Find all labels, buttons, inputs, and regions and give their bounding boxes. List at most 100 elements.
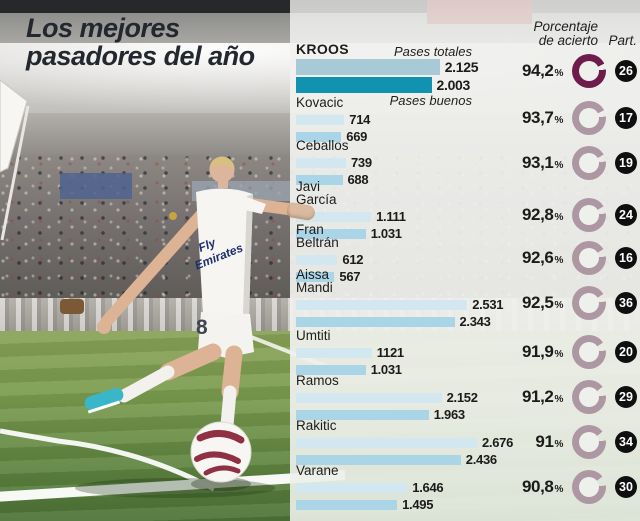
- jersey-sponsor-line1: Fly: [196, 235, 219, 255]
- player-row: Javi García 1.111 1.031: [296, 180, 560, 243]
- accuracy-donut-icon: [572, 241, 606, 275]
- player-name: Ramos: [296, 373, 339, 388]
- player-jersey: [196, 188, 253, 319]
- matches-played-badge: 24: [615, 204, 637, 226]
- accuracy-donut-icon: [572, 101, 606, 135]
- shorts-number: 8: [196, 316, 208, 339]
- boot-sole: [87, 400, 121, 414]
- ball-pattern: [203, 465, 241, 476]
- bar-pases-totales: [296, 347, 372, 358]
- bar-pases-buenos: [296, 174, 343, 185]
- bar-pases-buenos: [296, 409, 429, 420]
- bar-value: 2.152: [446, 390, 478, 405]
- player-name: Kovacic: [296, 95, 344, 110]
- player-row: Umtiti 1121 1.031: [296, 329, 560, 379]
- bar-pases-totales: [296, 392, 442, 403]
- accuracy-donut-icon: [572, 470, 606, 504]
- player-row: Ramos 2.152 1.963: [296, 374, 560, 424]
- matches-played-badge: 34: [615, 431, 637, 453]
- player-name: Varane: [296, 463, 339, 478]
- accuracy-value: 91%: [535, 432, 563, 451]
- bar-pases-totales: [296, 59, 440, 75]
- player-shadow: [75, 478, 275, 498]
- player-row: KROOS 2.125 2.003: [296, 42, 560, 95]
- goal-line: [0, 470, 346, 502]
- matches-played-badge: 20: [615, 341, 637, 363]
- ball-pattern: [196, 430, 245, 444]
- player-boot-left: [84, 387, 124, 411]
- bar-value: 739: [351, 155, 372, 170]
- accuracy-value: 94,2%: [522, 61, 563, 80]
- player-name: Ceballos: [296, 138, 349, 153]
- bar-value: 1.963: [433, 407, 465, 422]
- bar-pases-totales: [296, 114, 345, 125]
- player-name: Rakitic: [296, 418, 337, 433]
- player-hair: [209, 156, 235, 169]
- bar-value: 1.031: [370, 226, 402, 241]
- bar-pases-buenos: [296, 131, 342, 142]
- accuracy-donut-icon: [572, 146, 606, 180]
- bar-value: 2.676: [482, 435, 514, 450]
- legend-pases-totales: Pases totales: [393, 44, 472, 59]
- accuracy-value: 90,8%: [522, 477, 563, 496]
- bar-value: 1.646: [412, 480, 444, 495]
- bar-pases-totales: [296, 299, 468, 310]
- bar-value: 2.531: [472, 297, 504, 312]
- player-row: Fran Beltrán 612 567: [296, 223, 560, 286]
- accuracy-value: 92,5%: [522, 293, 563, 312]
- bar-value: 1.031: [370, 362, 402, 377]
- accuracy-donut-icon: [572, 198, 606, 232]
- accuracy-donut-icon: [572, 54, 606, 88]
- camera-bag: [60, 299, 84, 314]
- bar-pases-totales: [296, 437, 477, 448]
- jersey-sleeve: [236, 194, 266, 214]
- bar-pases-buenos: [296, 499, 398, 510]
- bar-pases-totales: [296, 157, 346, 168]
- bar-value: 612: [342, 252, 364, 267]
- bar-pases-buenos: [296, 228, 366, 239]
- bar-pases-buenos: [296, 316, 455, 327]
- page-title-line1: Los mejores: [26, 13, 180, 43]
- matches-played-badge: 16: [615, 247, 637, 269]
- accuracy-value: 92,8%: [522, 205, 563, 224]
- bar-pases-buenos: [296, 454, 461, 465]
- player-arm-left: [100, 208, 208, 328]
- player-row: Rakitic 2.676 2.436: [296, 419, 560, 469]
- accuracy-donut-icon: [572, 286, 606, 320]
- matches-played-badge: 17: [615, 107, 637, 129]
- flag-cloth: [0, 79, 28, 173]
- accuracy-donut-icon: [572, 380, 606, 414]
- column-header-part: Part.: [608, 33, 637, 48]
- ball-shadow: [191, 477, 251, 491]
- accuracy-value: 91,2%: [522, 387, 563, 406]
- player-name: Umtiti: [296, 328, 331, 343]
- accuracy-donut-icon: [572, 425, 606, 459]
- bar-value: 2.343: [459, 314, 491, 329]
- player-hand-left: [97, 320, 111, 334]
- club-crest: [169, 212, 177, 220]
- bar-value: 2.003: [436, 77, 471, 93]
- accuracy-donut-icon: [572, 335, 606, 369]
- matches-played-badge: 26: [615, 60, 637, 82]
- accuracy-value: 93,1%: [522, 153, 563, 172]
- ball-pattern: [194, 451, 241, 464]
- matches-played-badge: 29: [615, 386, 637, 408]
- jersey-shading: [243, 194, 253, 316]
- legend-pases-buenos: Pases buenos: [389, 93, 472, 108]
- page-title: Los mejores pasadores del año: [26, 14, 255, 70]
- column-header-accuracy: Porcentaje de acierto: [533, 19, 598, 48]
- player-name: Aissa Mandi: [296, 267, 333, 295]
- accuracy-value: 93,7%: [522, 108, 563, 127]
- matches-played-badge: 19: [615, 152, 637, 174]
- bar-pases-buenos: [296, 364, 366, 375]
- bar-value: 714: [349, 112, 371, 127]
- player-row: Ceballos 739 688: [296, 139, 560, 189]
- stats-panel: Porcentaje de acierto Part. Pases totale…: [290, 0, 640, 521]
- bar-value: 1.111: [376, 209, 406, 224]
- player-thigh-left: [159, 343, 222, 381]
- bar-value: 1121: [376, 345, 404, 360]
- player-row: Varane 1.646 1.495: [296, 464, 560, 514]
- bar-value: 567: [339, 269, 361, 284]
